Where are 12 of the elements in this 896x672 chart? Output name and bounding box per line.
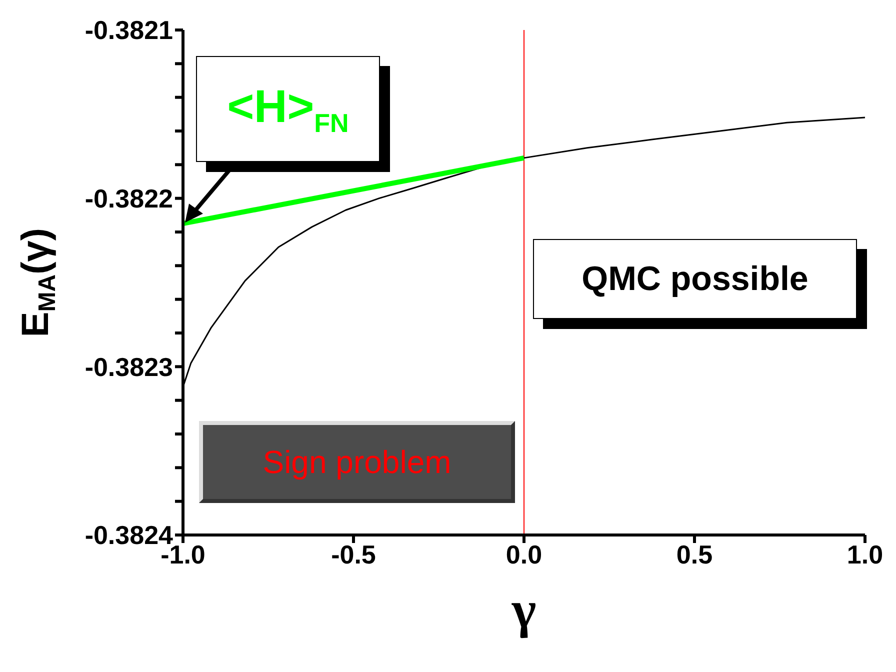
x-tick-label: 1.0 [846, 539, 884, 570]
x-tick-label: 0.0 [506, 539, 542, 570]
y-tick-label: -0.3823 [84, 352, 173, 382]
series-label: <H>$_{FN}$ [227, 78, 349, 140]
y-tick-label: -0.3822 [84, 184, 173, 214]
x-axis-title: γ [510, 582, 536, 639]
text-box: Sign problem [199, 421, 515, 503]
y-tick-label: -0.3821 [84, 15, 173, 46]
annotation: Sign problem [262, 444, 452, 480]
x-tick-label: 0.5 [676, 539, 713, 570]
annotation: QMC possible [582, 260, 808, 298]
x-tick-label: -0.5 [331, 539, 376, 570]
